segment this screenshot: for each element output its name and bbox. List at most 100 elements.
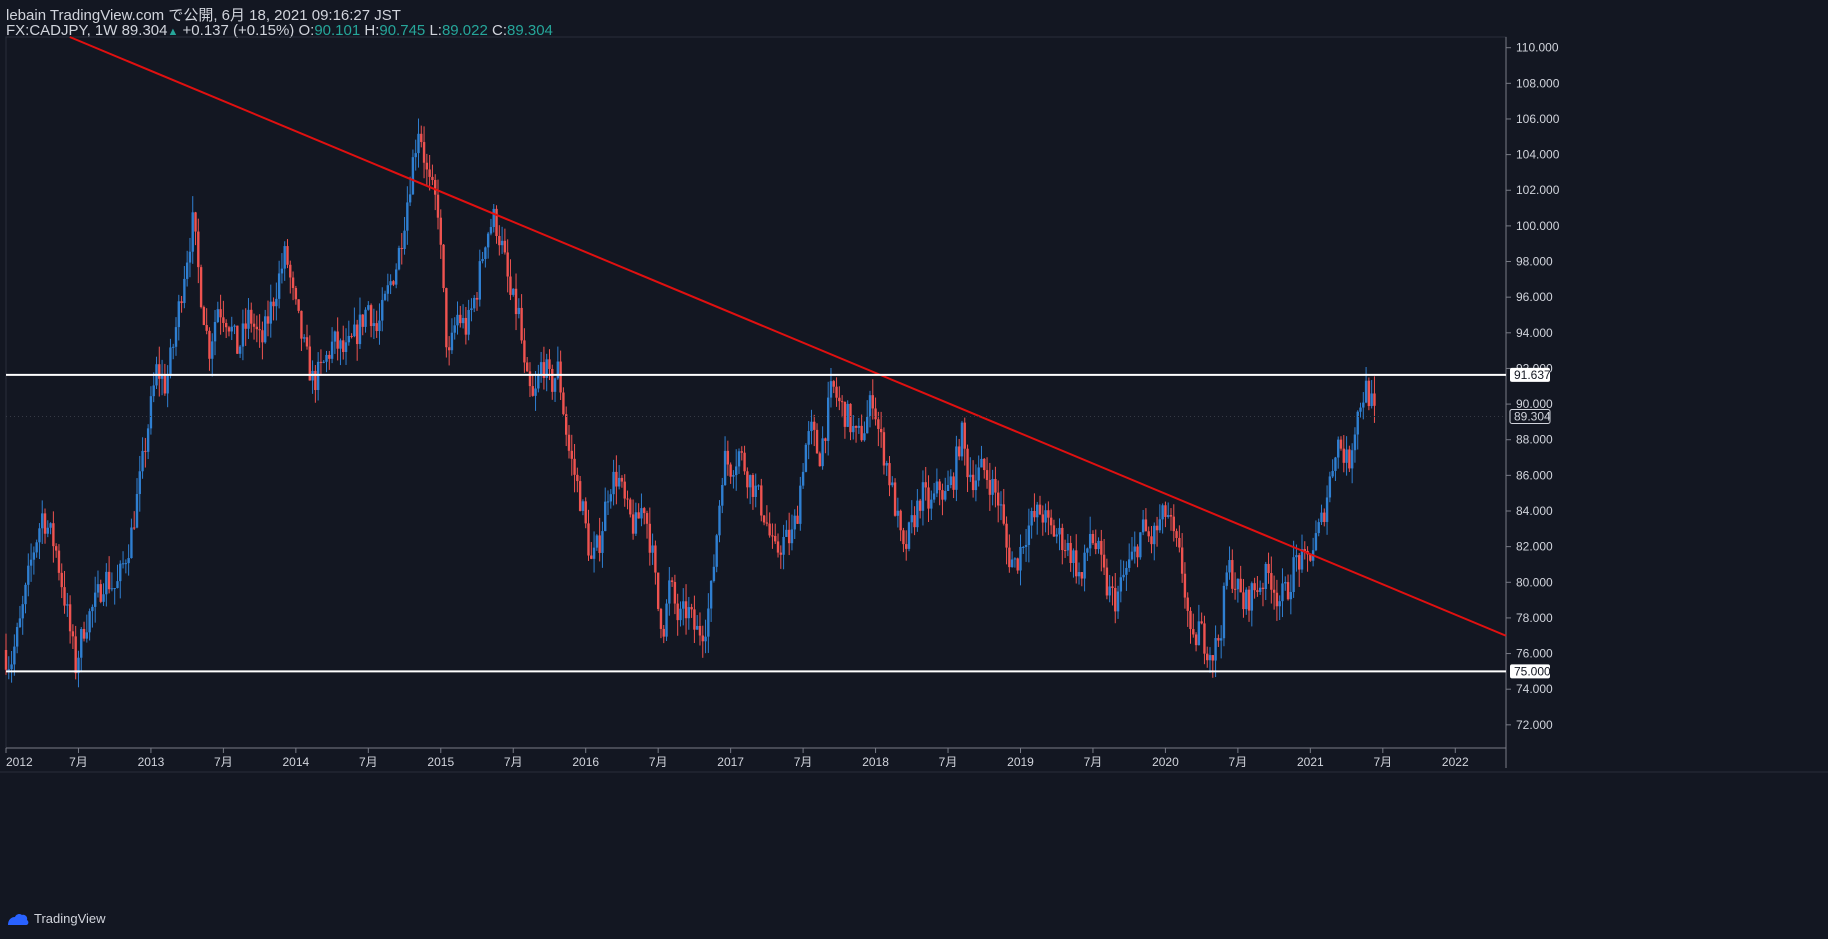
candle-body [531,386,534,396]
candle-body [80,628,83,658]
candle-body [1348,449,1351,469]
candle-body [32,552,36,560]
candle-body [1150,536,1153,545]
candle-body [1086,548,1089,553]
candle-body [1164,505,1167,517]
candle-body [843,402,847,427]
candle-body [1267,563,1270,574]
candle-body [704,636,707,642]
candle-body [1323,512,1326,522]
candle-body [188,251,192,263]
candle-body [347,335,351,343]
candle-body [1041,514,1044,523]
candle-body [350,335,353,337]
candle-body [832,381,835,387]
y-tick-label: 104.000 [1516,148,1560,162]
candle-body [439,217,442,245]
candle-body [1033,510,1036,518]
y-tick-label: 90.000 [1516,397,1553,411]
candle-body [868,395,872,417]
candle-body [174,327,178,347]
candle-body [1066,542,1070,551]
candle-body [754,485,757,497]
candle-body [852,425,855,433]
y-tick-label: 108.000 [1516,76,1560,90]
time-axis[interactable]: 2012 7月 2013 7月 2014 7月 2015 7月 2016 7月 2017 7月 2018… [5,748,1469,769]
candle-body [294,287,298,300]
candle-body [144,450,147,452]
candle-body [1364,380,1368,403]
candle-body [849,403,852,433]
candle-body [1289,592,1293,600]
candle-body [907,522,911,549]
candle-body [308,346,311,381]
candle-body [1194,634,1198,646]
candle-body [542,362,546,378]
candle-body [771,535,774,537]
candle-body [1141,519,1145,533]
price-labels: 91.637 89.304 75.000 [1509,367,1551,679]
y-tick-label: 98.000 [1516,255,1553,269]
candle-body [885,463,888,466]
candle-body [367,305,370,310]
x-tick-label: 2019 [1007,755,1034,769]
candle-body [130,527,133,559]
candle-body [241,323,245,347]
candle-body [1024,545,1028,547]
candle-body [1019,546,1022,571]
candle-body [500,240,504,246]
candle-body [793,515,796,530]
candle-body [751,475,755,497]
candle-body [1373,393,1376,406]
candle-body [1275,592,1279,607]
candle-body [492,208,495,228]
candle-body [244,323,247,329]
last-price: 89.304 [121,22,168,39]
candle-body [670,580,674,582]
plot-frame [5,36,1507,749]
candle-body [601,531,604,553]
price-axis[interactable]: 72.000 74.000 76.000 78.000 80.000 82.000 84.0… [1506,41,1560,732]
candle-body [1328,476,1332,498]
candle-body [673,581,677,604]
candle-body [1114,588,1117,612]
candle-body [1108,586,1111,596]
candle-body [467,309,470,335]
candle-body [1236,578,1240,590]
candle-body [1208,655,1212,661]
x-tick-label: 7月 [214,755,233,769]
candle-body [1309,554,1312,561]
candle-body [1258,587,1262,592]
candle-body [127,558,130,564]
candle-body [333,331,337,342]
tradingview-logo-icon [8,913,29,925]
candle-body [1242,592,1245,610]
candle-body [172,346,175,348]
candle-body [776,541,780,553]
candle-body [790,529,794,544]
candle-body [1300,549,1304,570]
candle-body [411,157,415,195]
candle-body [1133,546,1136,552]
candle-body [787,529,791,544]
candle-body [1058,527,1061,535]
candle-body [676,603,679,621]
candle-body [453,325,456,333]
candle-body [840,401,844,403]
candle-body [757,485,760,487]
candle-body [82,628,86,639]
candle-body [269,301,272,324]
candle-body [1169,515,1173,517]
candle-body [838,397,841,402]
candle-body [450,332,454,351]
candle-body [369,305,373,327]
y-tick-label: 110.000 [1516,41,1559,55]
candle-body [1367,380,1371,407]
candle-body [1286,582,1290,600]
candle-body [1197,621,1201,646]
candle-body [623,481,626,499]
candle-body [1049,517,1053,526]
candle-body [1337,439,1340,458]
candle-body [400,247,403,250]
